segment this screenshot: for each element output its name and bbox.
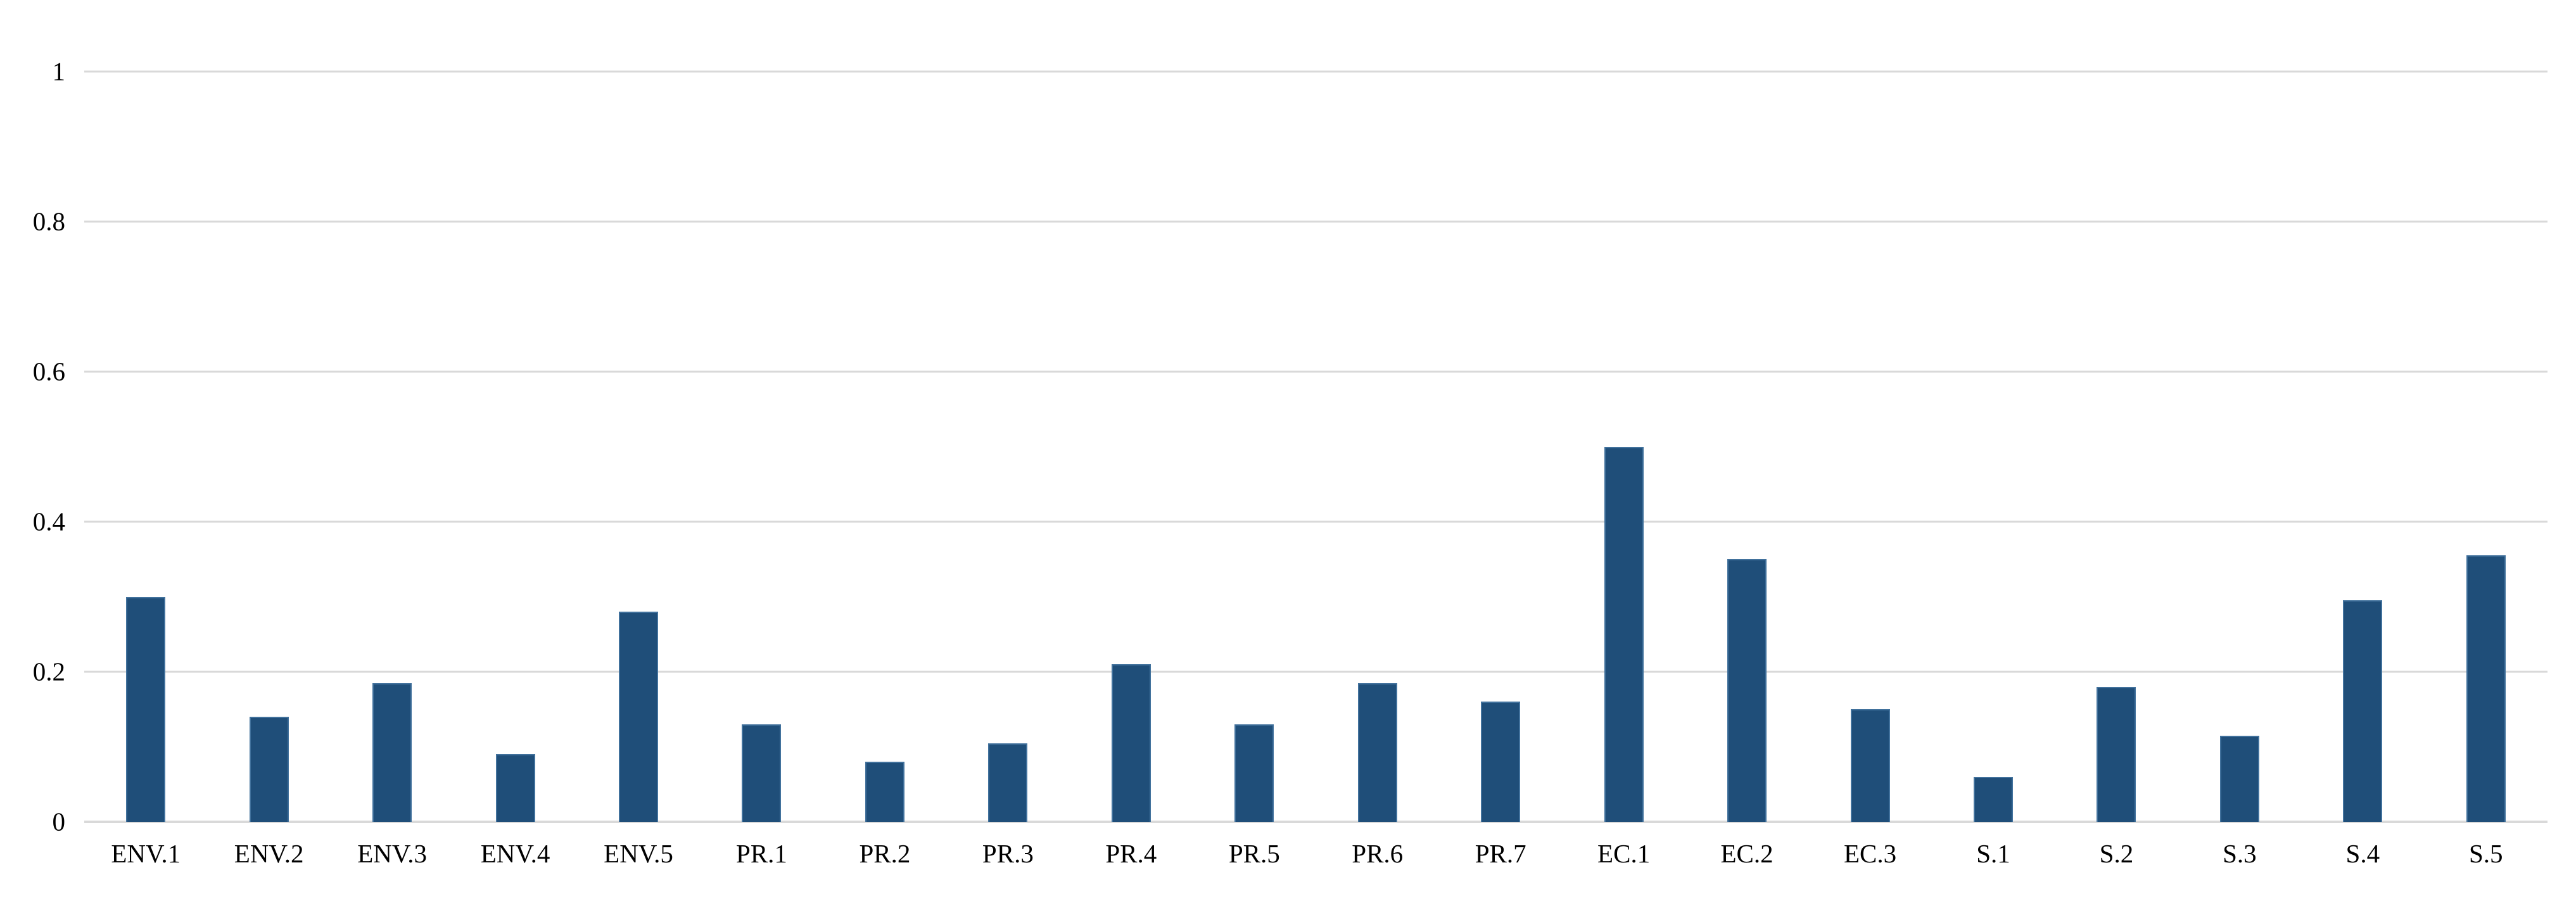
y-tick-label: 0.4 — [32, 507, 65, 536]
bar-ec-1 — [1604, 446, 1644, 822]
x-tick-label: S.4 — [2345, 839, 2380, 868]
x-tick-label: ENV.5 — [604, 839, 673, 868]
plot-area — [84, 70, 2547, 823]
gridline — [84, 70, 2547, 73]
x-tick-label: ENV.1 — [111, 839, 181, 868]
x-tick-label: PR.5 — [1228, 839, 1280, 868]
bar-env-3 — [372, 683, 412, 822]
bar-env-2 — [249, 717, 289, 822]
y-tick-label: 0.2 — [32, 657, 65, 686]
x-tick-label: S.3 — [2223, 839, 2257, 868]
gridline — [84, 671, 2547, 673]
x-tick-label: PR.4 — [1105, 839, 1157, 868]
bar-pr-2 — [865, 762, 904, 822]
bar-env-5 — [619, 612, 659, 822]
bar-env-4 — [495, 754, 535, 822]
x-tick-label: S.1 — [1976, 839, 2010, 868]
bar-pr-4 — [1111, 664, 1151, 822]
bar-s-5 — [2466, 555, 2506, 822]
bar-ec-3 — [1850, 709, 1890, 822]
x-tick-label: ENV.2 — [234, 839, 304, 868]
bar-s-3 — [2219, 735, 2259, 822]
bar-s-1 — [1973, 776, 2013, 822]
x-tick-label: PR.7 — [1475, 839, 1526, 868]
x-tick-label: PR.3 — [982, 839, 1034, 868]
x-tick-label: PR.2 — [859, 839, 911, 868]
y-tick-label: 0.8 — [32, 206, 65, 236]
bar-s-2 — [2097, 686, 2136, 822]
gridline — [84, 220, 2547, 223]
x-tick-label: EC.3 — [1843, 839, 1897, 868]
x-tick-label: S.5 — [2468, 839, 2503, 868]
bar-pr-7 — [1481, 702, 1521, 822]
bar-pr-5 — [1234, 724, 1274, 822]
x-tick-label: EC.2 — [1720, 839, 1773, 868]
bar-pr-6 — [1357, 683, 1397, 822]
bar-s-4 — [2343, 600, 2383, 822]
bar-pr-1 — [742, 724, 782, 822]
y-tick-label: 1 — [52, 56, 66, 86]
x-tick-label: PR.6 — [1352, 839, 1404, 868]
x-tick-label: PR.1 — [736, 839, 787, 868]
bar-env-1 — [126, 596, 166, 822]
x-tick-label: ENV.4 — [480, 839, 550, 868]
bar-ec-2 — [1727, 559, 1767, 822]
bar-pr-3 — [988, 743, 1028, 822]
x-tick-label: EC.1 — [1597, 839, 1651, 868]
x-axis-baseline — [84, 821, 2547, 823]
y-tick-label: 0 — [52, 807, 66, 836]
x-tick-label: S.2 — [2099, 839, 2134, 868]
gridline — [84, 370, 2547, 373]
x-tick-label: ENV.3 — [357, 839, 427, 868]
gridline — [84, 520, 2547, 523]
y-tick-label: 0.6 — [32, 356, 65, 386]
